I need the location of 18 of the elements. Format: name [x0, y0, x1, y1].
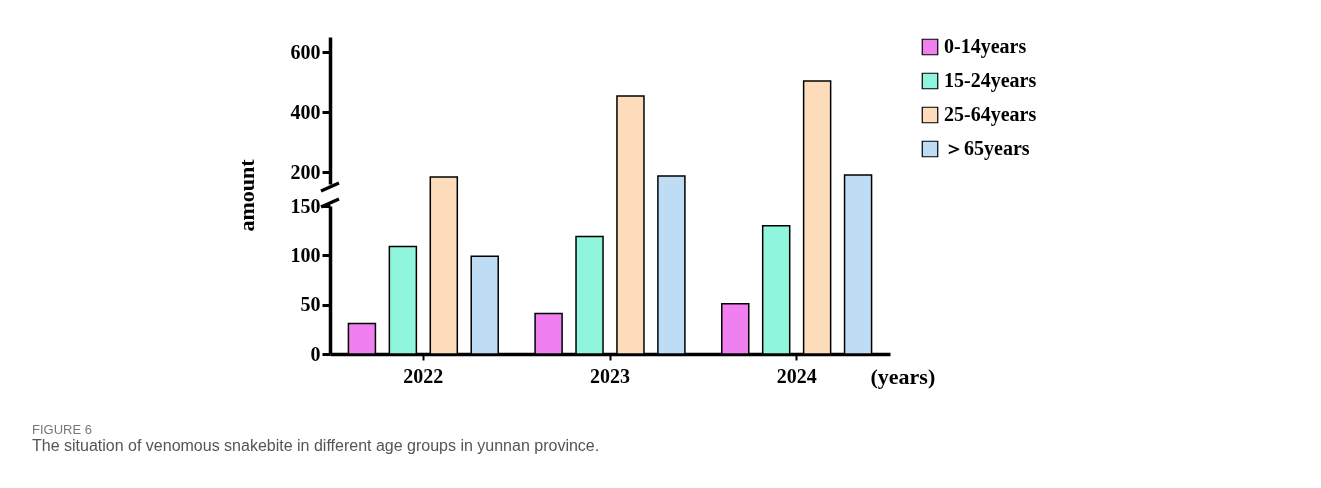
y-tick-label: 400	[290, 100, 321, 123]
y-tick-label: 200	[290, 160, 321, 183]
legend-label: 0-14years	[944, 35, 1027, 58]
x-tick-label: 2024	[776, 364, 817, 387]
legend-label: 25-64years	[944, 103, 1037, 126]
legend-label: ＞65years	[944, 137, 1030, 160]
y-axis-title: amount	[233, 158, 259, 232]
x-axis-title: (years)	[870, 363, 936, 389]
y-tick-label: 0	[310, 342, 321, 365]
y-tick-label: 600	[290, 40, 321, 63]
text: The situation of venomous snakebite in different age groups in yunnan province.	[32, 437, 601, 455]
y-tick-label: 150	[290, 194, 321, 217]
y-tick-label: 100	[290, 243, 321, 266]
legend-label: 15-24years	[944, 69, 1037, 92]
caption: FIGURE 6	[32, 422, 93, 437]
x-tick-label: 2022	[403, 364, 444, 387]
y-tick-label: 50	[300, 293, 321, 316]
x-tick-label: 2023	[590, 364, 630, 387]
